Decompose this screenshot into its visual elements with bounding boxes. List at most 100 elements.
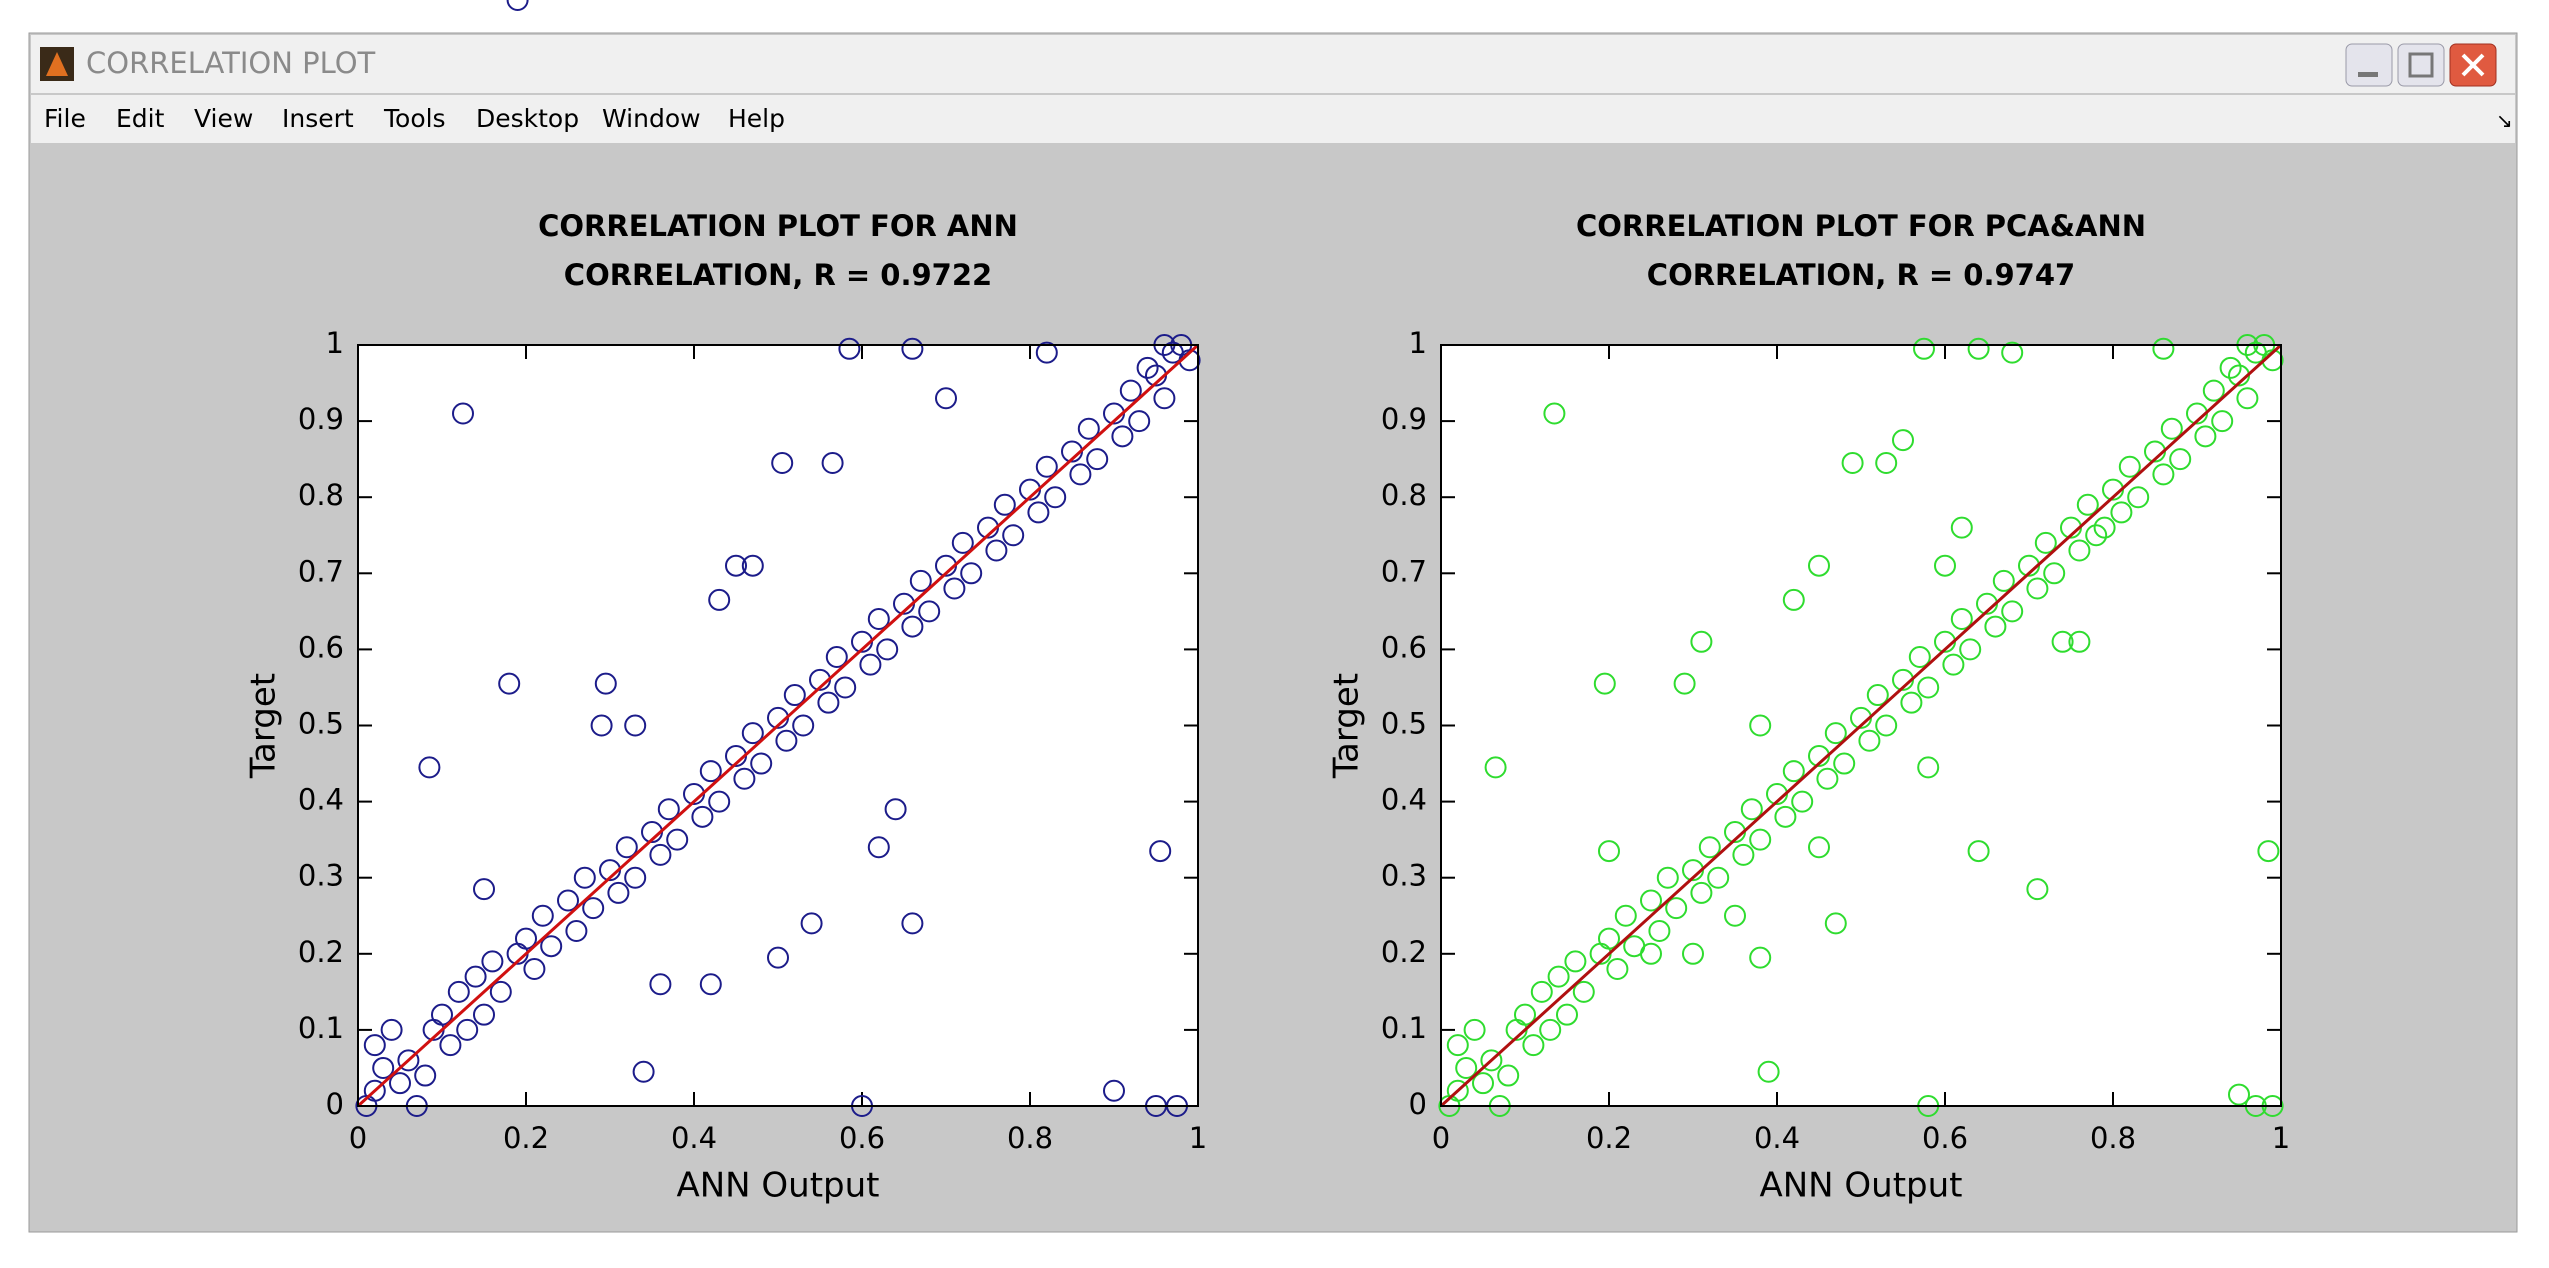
data-point — [2051, 630, 2074, 653]
data-point — [489, 980, 512, 1003]
data-point — [649, 973, 672, 996]
data-point — [1866, 684, 1889, 707]
minimize-button[interactable] — [2345, 43, 2393, 87]
data-point — [439, 1034, 462, 1057]
data-point — [2068, 539, 2091, 562]
y-tick-label: 0.7 — [1381, 554, 1427, 588]
y-tick-label: 1 — [1409, 326, 1427, 360]
data-point — [2152, 337, 2175, 360]
data-point — [615, 836, 638, 859]
data-point — [1698, 836, 1721, 859]
x-tick-label: 0.4 — [1754, 1121, 1800, 1155]
data-point — [557, 889, 579, 912]
data-point — [523, 958, 546, 981]
data-point — [2228, 1083, 2250, 1106]
data-point — [1732, 843, 1755, 866]
data-point — [1086, 448, 1109, 471]
x-axis-label: ANN Output — [1759, 1166, 1962, 1206]
data-point — [901, 912, 924, 935]
data-point — [632, 1060, 655, 1083]
data-point — [1808, 836, 1830, 859]
chart-subtitle: CORRELATION, R = 0.9722 — [564, 258, 992, 292]
data-point — [1656, 866, 1679, 889]
data-point — [1749, 946, 1772, 969]
x-tick-label: 1 — [2272, 1121, 2290, 1155]
data-point — [464, 965, 487, 988]
data-point — [935, 387, 957, 410]
data-point — [1673, 672, 1696, 695]
data-point — [1640, 942, 1662, 965]
data-point — [1967, 840, 1990, 863]
y-tick-label: 0.5 — [1381, 707, 1427, 741]
data-point — [1598, 840, 1620, 863]
data-point — [1598, 927, 1620, 950]
data-point — [506, 0, 529, 11]
data-point — [1539, 1018, 1562, 1041]
data-point — [1665, 897, 1688, 920]
data-point — [771, 451, 794, 474]
data-point — [859, 653, 882, 676]
data-point — [1791, 790, 1814, 813]
data-point — [1035, 341, 1058, 364]
data-point — [473, 878, 495, 901]
data-point — [498, 672, 521, 695]
x-tick-label: 0 — [349, 1121, 367, 1155]
data-point — [607, 881, 630, 904]
data-point — [666, 828, 689, 851]
data-point — [1640, 889, 1662, 912]
x-tick-label: 0.6 — [839, 1121, 885, 1155]
maximize-icon — [2408, 52, 2434, 78]
y-tick-label: 0.8 — [298, 478, 344, 512]
menu-bar — [31, 95, 2515, 143]
data-point — [733, 767, 756, 790]
data-point — [834, 676, 857, 699]
data-point — [1875, 451, 1898, 474]
dock-arrow[interactable]: ↘ — [2496, 109, 2513, 133]
data-point — [515, 927, 537, 950]
data-point — [1690, 881, 1713, 904]
menu-item[interactable]: Insert — [282, 104, 354, 133]
menu-item[interactable]: Tools — [383, 104, 446, 133]
data-point — [2152, 463, 2175, 486]
data-point — [1900, 691, 1923, 714]
data-point — [1950, 607, 1973, 630]
data-point — [531, 904, 554, 927]
menu-item[interactable]: Desktop — [476, 104, 579, 133]
data-point — [2236, 387, 2259, 410]
menu-item[interactable]: File — [44, 104, 86, 133]
data-point — [1950, 516, 1973, 539]
menu-item[interactable]: View — [194, 104, 253, 133]
data-point — [1707, 866, 1730, 889]
data-point — [699, 760, 722, 783]
menu-item[interactable]: Window — [602, 104, 701, 133]
data-point — [1740, 798, 1763, 821]
y-tick-label: 0.9 — [1381, 402, 1427, 436]
data-point — [993, 493, 1016, 516]
y-tick-label: 0.1 — [1381, 1011, 1427, 1045]
data-point — [1002, 524, 1025, 547]
data-point — [708, 588, 731, 611]
data-point — [657, 798, 680, 821]
data-point — [1136, 356, 1159, 379]
data-point — [901, 337, 924, 360]
data-point — [1446, 1034, 1469, 1057]
data-point — [2127, 486, 2150, 509]
data-point — [838, 337, 861, 360]
menu-item[interactable]: Help — [728, 104, 785, 133]
data-point — [1614, 904, 1637, 927]
data-point — [909, 569, 932, 592]
data-point — [1497, 1064, 1520, 1087]
data-point — [1808, 554, 1830, 577]
data-point — [1824, 912, 1847, 935]
data-point — [1841, 451, 1864, 474]
x-tick-label: 0.8 — [2090, 1121, 2136, 1155]
x-tick-label: 0.2 — [1586, 1121, 1632, 1155]
x-tick-label: 0.6 — [1922, 1121, 1968, 1155]
y-tick-label: 0 — [326, 1087, 344, 1121]
data-point — [1917, 756, 1940, 779]
data-point — [2001, 600, 2024, 623]
data-point — [821, 451, 844, 474]
menu-item[interactable]: Edit — [116, 104, 165, 133]
data-point — [1463, 1018, 1486, 1041]
maximize-button[interactable] — [2397, 43, 2445, 87]
